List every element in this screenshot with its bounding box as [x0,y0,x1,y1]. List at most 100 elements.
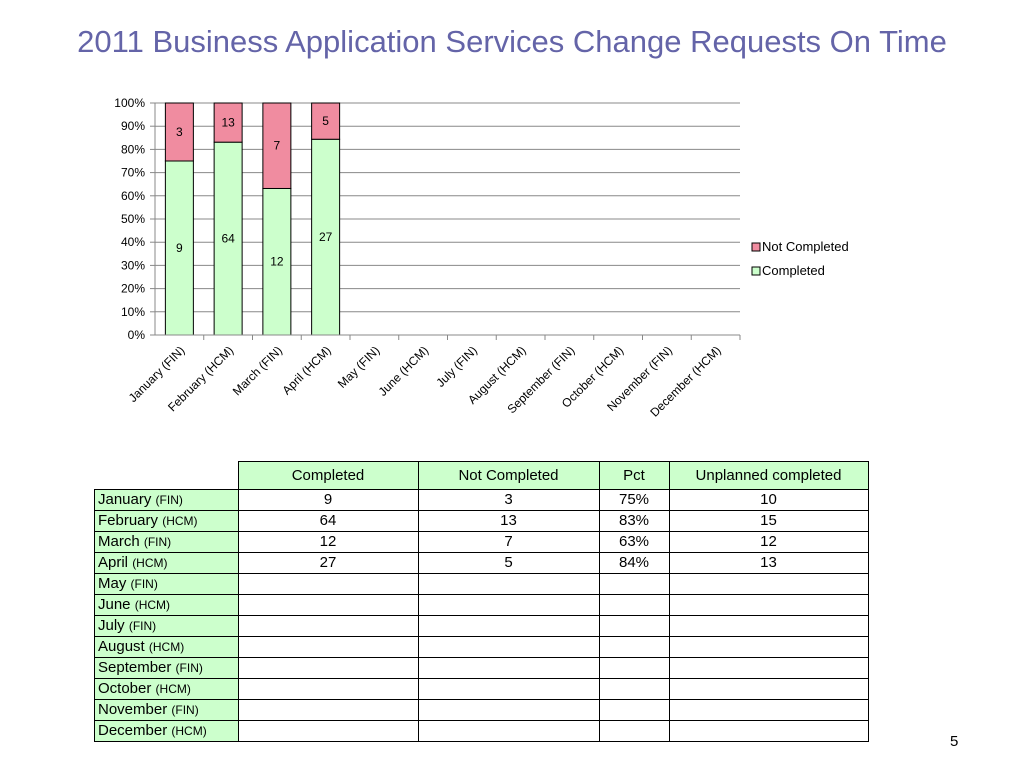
month-group: (FIN) [130,577,158,591]
table-cell [417,657,600,679]
bar-not-completed [311,102,341,140]
month-group: (FIN) [175,661,203,675]
y-tick-label: 50% [121,212,145,226]
table-row: May (FIN) [94,573,869,595]
table-row: April (HCM) 27 5 84% 13 [94,552,869,574]
month-name: March [98,533,140,550]
y-tick-label: 0% [128,328,146,342]
table-cell: 27 [237,552,419,574]
month-name: October [98,680,152,697]
table-row: July (FIN) [94,615,869,637]
x-tick-label: July (FIN) [433,343,480,390]
data-label-not-completed: 5 [322,114,329,128]
row-label: February (HCM) [94,510,239,532]
table-cell [598,699,670,721]
table-cell [668,678,869,700]
column-header: Unplanned completed [668,461,869,490]
row-label: August (HCM) [94,636,239,658]
row-label: July (FIN) [94,615,239,637]
y-tick-label: 10% [121,305,145,319]
row-label: January (FIN) [94,489,239,511]
y-tick-label: 60% [121,189,145,203]
month-group: (HCM) [162,514,198,528]
table-row: October (HCM) [94,678,869,700]
table-cell [668,699,869,721]
x-tick-label: May (FIN) [335,343,383,391]
table-cell: 12 [237,531,419,553]
table-row: June (HCM) [94,594,869,616]
column-header: Completed [237,461,419,490]
y-tick-label: 80% [121,142,145,156]
table-row: December (HCM) [94,720,869,742]
y-tick-label: 20% [121,282,145,296]
x-tick-label: March (FIN) [230,343,285,398]
y-tick-label: 40% [121,235,145,249]
table-cell: 3 [417,489,600,511]
table-cell: 12 [668,531,869,553]
y-tick-label: 100% [114,96,145,110]
row-label: June (HCM) [94,594,239,616]
table-cell: 63% [598,531,670,553]
bar-not-completed [213,102,243,143]
table-cell [417,594,600,616]
table-header-row: Completed Not Completed Pct Unplanned co… [94,461,869,490]
table-cell [598,636,670,658]
row-label: October (HCM) [94,678,239,700]
data-label-completed: 64 [221,232,235,246]
month-name: January [98,491,152,508]
table-row: August (HCM) [94,636,869,658]
data-label-completed: 12 [270,255,284,269]
stacked-bar-chart: 9 3 64 13 12 7 27 5 0% 10% 20% 30% 40% 50% 60% 70% 80% 9… [114,96,848,420]
table-cell [598,573,670,595]
table-cell [237,636,419,658]
month-name: November [98,701,168,718]
x-tick-label: June (HCM) [376,343,432,399]
row-label: November (FIN) [94,699,239,721]
data-table: Completed Not Completed Pct Unplanned co… [94,461,869,742]
table-cell [598,615,670,637]
table-cell [598,678,670,700]
table-row: January (FIN) 9 3 75% 10 [94,489,869,511]
table-row: September (FIN) [94,657,869,679]
bar-not-completed [164,102,194,162]
table-cell: 10 [668,489,869,511]
row-label: May (FIN) [94,573,239,595]
legend-swatch [751,242,761,252]
bar-completed [164,160,194,336]
table-cell [417,615,600,637]
table-cell [417,573,600,595]
row-label: March (FIN) [94,531,239,553]
table-cell: 7 [417,531,600,553]
gridlines [155,102,740,336]
table-cell [598,657,670,679]
month-group: (FIN) [143,535,172,549]
month-name: July [98,617,125,634]
month-group: (HCM) [134,598,171,612]
month-group: (HCM) [132,556,168,570]
month-name: June [98,596,131,613]
table-cell [417,678,600,700]
column-header: Not Completed [417,461,600,490]
table-cell: 84% [598,552,670,574]
month-group: (FIN) [171,703,199,717]
month-name: February [98,512,159,529]
row-label: December (HCM) [94,720,239,742]
table-cell [598,720,670,742]
table-cell [668,594,869,616]
table-cell [237,573,419,595]
table-cell [417,699,600,721]
table-row: February (HCM) 64 13 83% 15 [94,510,869,532]
month-group: (FIN) [128,619,157,633]
bar-not-completed [262,102,292,189]
table-cell: 75% [598,489,670,511]
table-cell: 9 [237,489,419,511]
table-cell [598,594,670,616]
table-cell: 83% [598,510,670,532]
page-number: 5 [950,733,959,750]
month-name: September [98,659,172,676]
table-cell [237,720,419,742]
page-title: 2011 Business Application Services Chang… [77,24,947,59]
table-cell [668,657,869,679]
y-tick-label: 70% [121,166,145,180]
legend-label: Completed [762,263,825,278]
